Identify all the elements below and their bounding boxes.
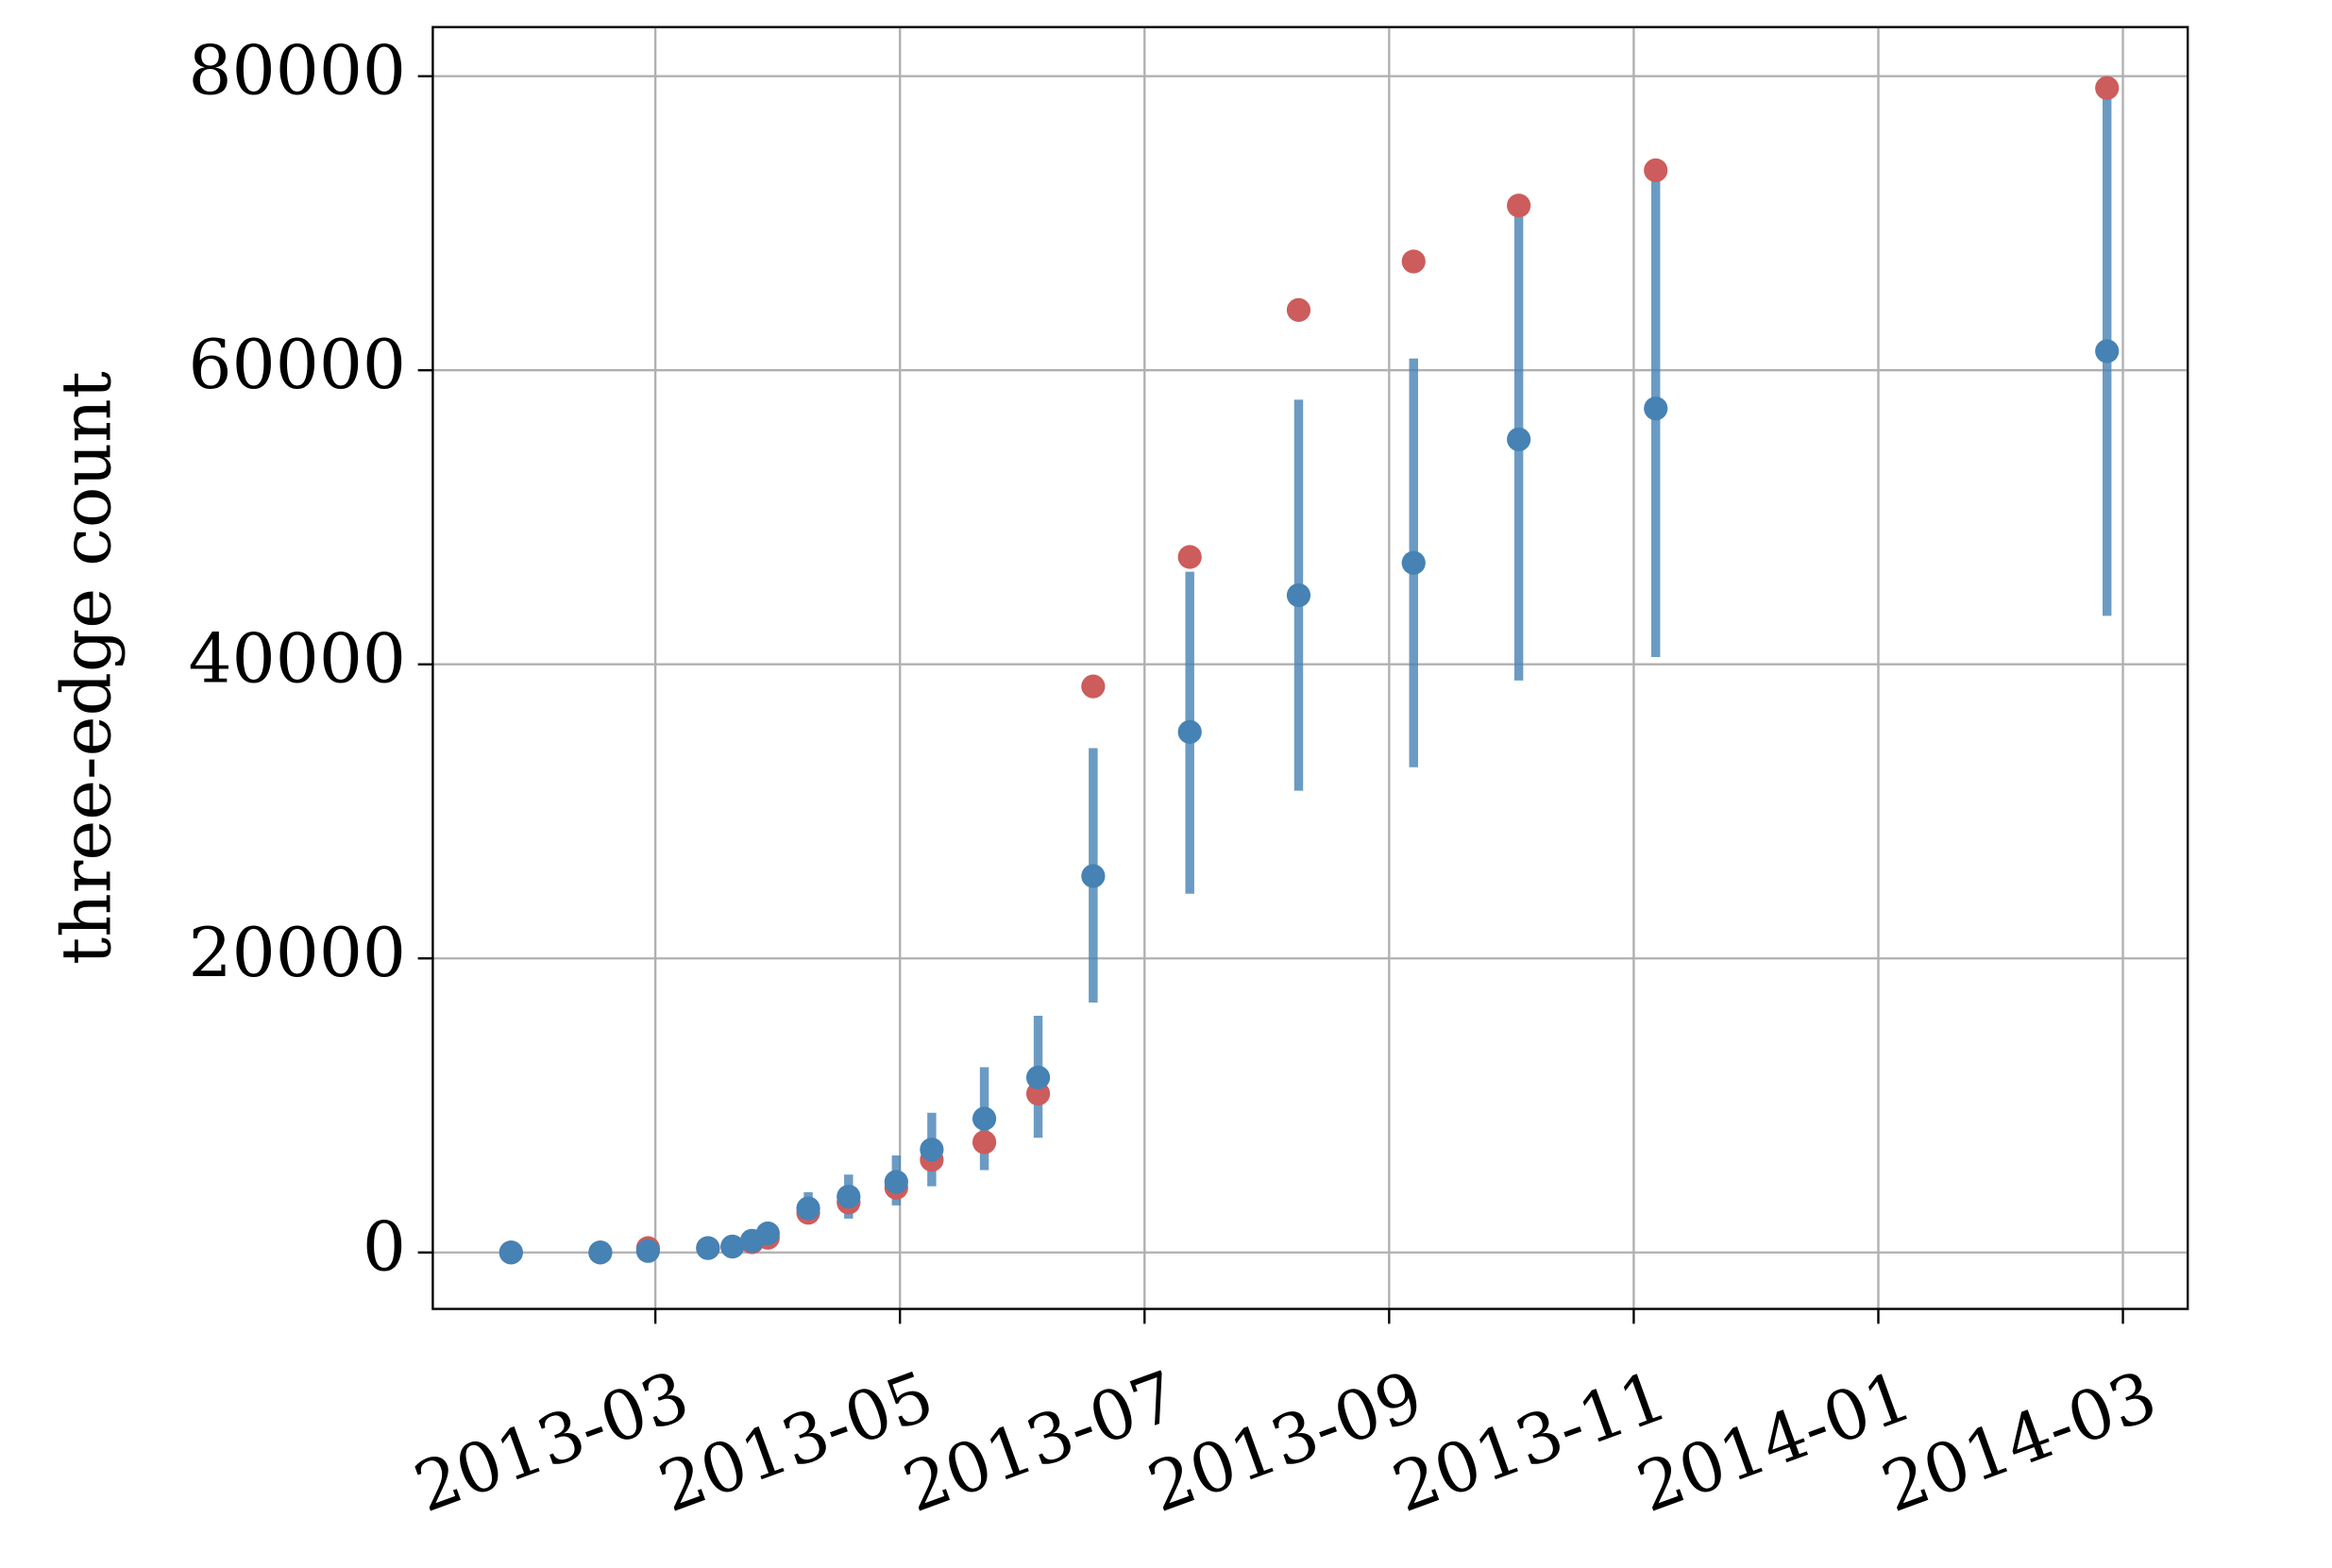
- point: [1286, 297, 1311, 322]
- point: [1507, 427, 1531, 452]
- point: [884, 1170, 908, 1194]
- point: [836, 1184, 861, 1209]
- x-tick-label: 2013-09: [1139, 1357, 1433, 1528]
- x-tick-label: 2014-01: [1628, 1357, 1922, 1528]
- y-tick-label: 20000: [189, 914, 406, 993]
- point: [796, 1196, 820, 1221]
- point: [2095, 76, 2120, 100]
- point: [1177, 545, 1202, 569]
- point: [696, 1236, 720, 1260]
- point: [972, 1106, 997, 1131]
- point: [972, 1130, 997, 1155]
- point: [1286, 582, 1311, 608]
- point: [1081, 864, 1106, 888]
- point: [588, 1240, 613, 1265]
- point: [920, 1138, 944, 1162]
- point: [1401, 550, 1426, 575]
- y-tick-label: 40000: [189, 620, 406, 700]
- point: [1025, 1065, 1051, 1090]
- axes-frame: [431, 25, 2189, 1310]
- marks: [499, 76, 2120, 1265]
- y-tick-label: 80000: [189, 32, 406, 111]
- point: [1081, 674, 1106, 699]
- x-tick-label: 2014-03: [1872, 1357, 2167, 1528]
- point: [720, 1234, 745, 1259]
- point: [1177, 719, 1202, 744]
- point: [635, 1239, 660, 1263]
- x-tick-label: 2013-11: [1383, 1357, 1678, 1528]
- point: [1644, 396, 1668, 421]
- point: [499, 1240, 523, 1265]
- x-tick-label: 2013-05: [650, 1357, 944, 1528]
- point: [2095, 339, 2120, 363]
- point: [1401, 249, 1426, 274]
- x-tick-label: 2013-07: [894, 1357, 1189, 1528]
- grid: [432, 26, 2188, 1309]
- point: [1644, 158, 1668, 183]
- point: [755, 1221, 780, 1246]
- point: [1507, 194, 1531, 218]
- x-tick-label: 2013-03: [405, 1357, 700, 1528]
- y-axis-label: three-edge count: [48, 371, 127, 965]
- y-tick-label: 0: [363, 1208, 406, 1288]
- labels: 0200004000060000800002013-032013-052013-…: [189, 32, 2167, 1528]
- y-tick-label: 60000: [189, 326, 406, 405]
